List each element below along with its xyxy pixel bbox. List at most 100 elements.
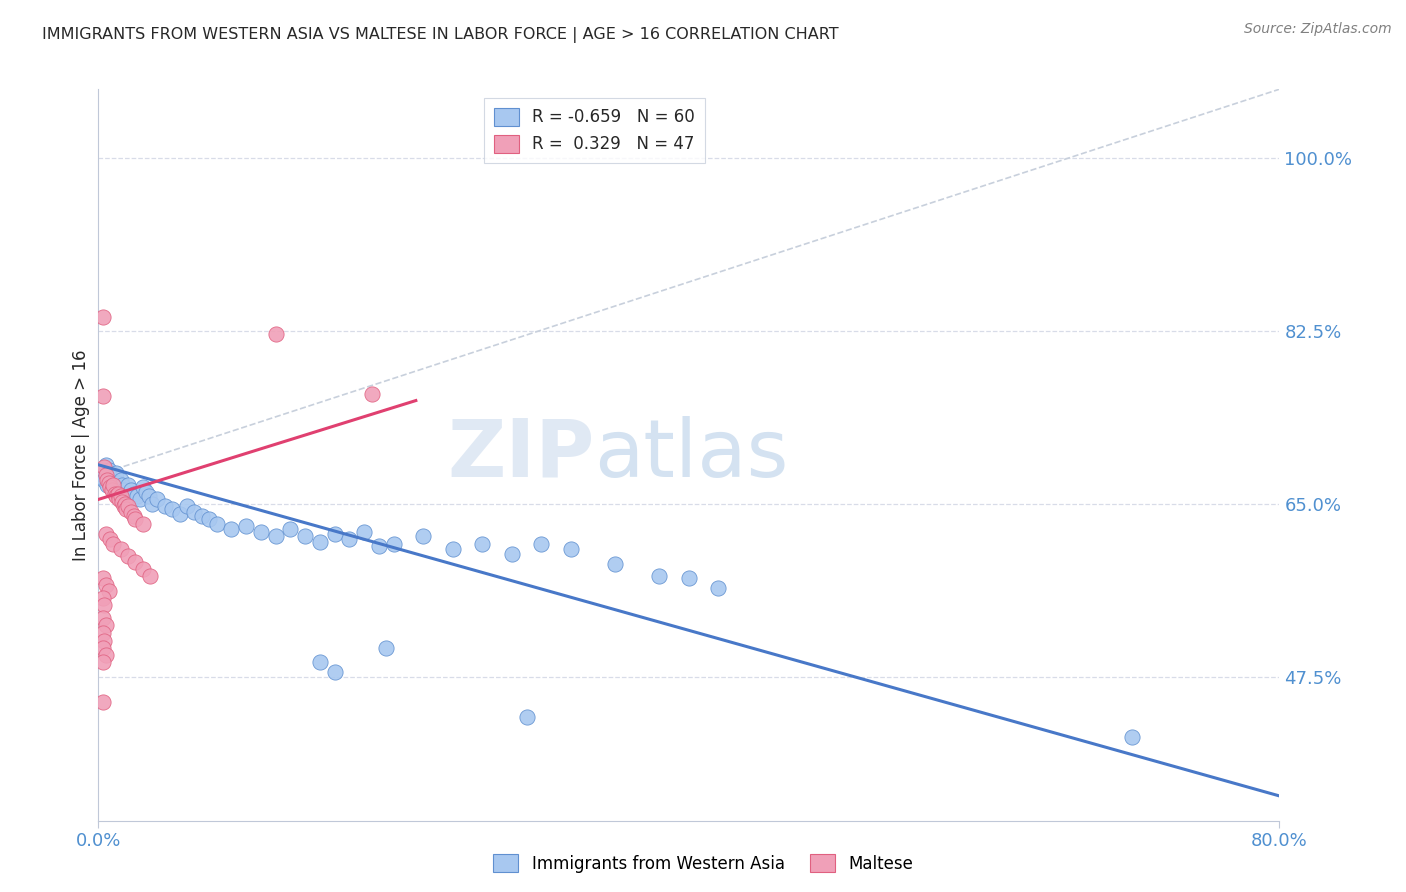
Point xyxy=(117,500,139,514)
Point xyxy=(139,568,162,582)
Point xyxy=(176,500,198,514)
Point xyxy=(111,477,134,491)
Point xyxy=(112,483,135,497)
Point xyxy=(96,477,118,491)
Point xyxy=(169,507,191,521)
Point xyxy=(323,665,346,680)
Point xyxy=(91,611,114,625)
Point xyxy=(132,479,155,493)
Point xyxy=(98,532,121,546)
Point xyxy=(112,500,135,514)
Point xyxy=(107,475,129,490)
Point xyxy=(153,500,176,514)
Point xyxy=(107,487,129,501)
Point xyxy=(205,517,228,532)
Point xyxy=(117,477,139,491)
Text: IMMIGRANTS FROM WESTERN ASIA VS MALTESE IN LABOR FORCE | AGE > 16 CORRELATION CH: IMMIGRANTS FROM WESTERN ASIA VS MALTESE … xyxy=(42,27,839,43)
Point xyxy=(162,502,183,516)
Point xyxy=(91,467,114,482)
Point xyxy=(104,487,127,501)
Point xyxy=(93,459,115,474)
Point xyxy=(91,640,114,655)
Point xyxy=(648,568,671,582)
Point xyxy=(91,572,114,586)
Y-axis label: In Labor Force | Age > 16: In Labor Force | Age > 16 xyxy=(72,349,90,561)
Point xyxy=(124,555,146,569)
Point xyxy=(94,578,117,592)
Point xyxy=(111,495,134,509)
Point xyxy=(501,547,523,561)
Point xyxy=(103,479,125,493)
Point xyxy=(530,537,553,551)
Point xyxy=(353,524,375,539)
Point xyxy=(122,487,145,501)
Point xyxy=(198,512,221,526)
Point xyxy=(125,490,148,504)
Point xyxy=(96,473,118,487)
Point xyxy=(114,497,136,511)
Point xyxy=(309,656,332,670)
Point xyxy=(114,487,136,501)
Point xyxy=(97,584,120,599)
Point xyxy=(91,310,114,324)
Point xyxy=(103,537,125,551)
Point xyxy=(471,537,494,551)
Point xyxy=(94,618,117,632)
Point xyxy=(115,502,138,516)
Point xyxy=(124,512,146,526)
Point xyxy=(91,389,114,403)
Point xyxy=(368,539,391,553)
Point xyxy=(120,483,142,497)
Point xyxy=(108,479,131,493)
Point xyxy=(309,535,332,549)
Point xyxy=(103,477,125,491)
Point xyxy=(382,537,405,551)
Point xyxy=(93,473,115,487)
Point xyxy=(93,598,115,612)
Point xyxy=(250,524,273,539)
Point xyxy=(91,625,114,640)
Point xyxy=(94,467,117,482)
Point xyxy=(91,656,114,670)
Point xyxy=(1121,730,1143,744)
Point xyxy=(117,549,139,563)
Point xyxy=(375,640,398,655)
Text: Source: ZipAtlas.com: Source: ZipAtlas.com xyxy=(1244,22,1392,37)
Point xyxy=(560,541,582,556)
Point xyxy=(94,458,117,472)
Point xyxy=(94,648,117,662)
Legend: Immigrants from Western Asia, Maltese: Immigrants from Western Asia, Maltese xyxy=(486,847,920,880)
Point xyxy=(100,475,122,490)
Point xyxy=(98,469,121,483)
Point xyxy=(97,463,120,477)
Point xyxy=(100,483,122,497)
Point xyxy=(91,591,114,606)
Point xyxy=(132,561,155,575)
Point xyxy=(323,527,346,541)
Point xyxy=(515,710,537,724)
Point xyxy=(264,529,287,543)
Point xyxy=(93,633,115,648)
Point xyxy=(360,386,382,401)
Point xyxy=(339,532,360,546)
Point xyxy=(105,466,128,480)
Point xyxy=(110,473,132,487)
Point xyxy=(141,497,163,511)
Point xyxy=(91,695,114,709)
Point xyxy=(441,541,464,556)
Point xyxy=(110,541,132,556)
Point xyxy=(146,492,169,507)
Point xyxy=(707,582,730,596)
Point xyxy=(94,527,117,541)
Point xyxy=(678,572,700,586)
Point xyxy=(235,519,257,533)
Point xyxy=(219,522,242,536)
Point xyxy=(98,479,121,493)
Point xyxy=(264,327,287,342)
Point xyxy=(110,490,132,504)
Point xyxy=(138,490,160,504)
Point xyxy=(191,509,214,524)
Point xyxy=(108,492,131,507)
Text: atlas: atlas xyxy=(595,416,789,494)
Point xyxy=(105,490,128,504)
